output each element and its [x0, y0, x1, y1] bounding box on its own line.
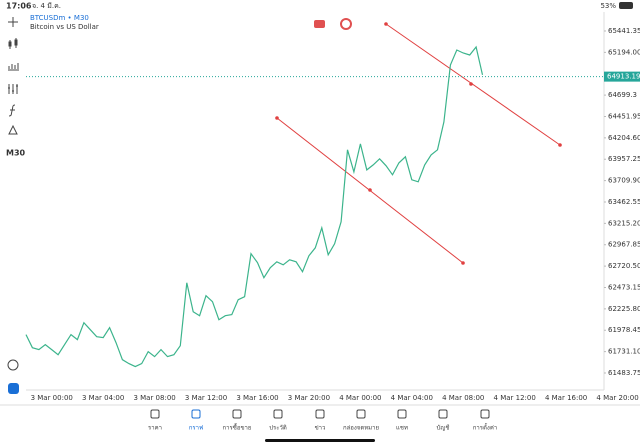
nav-item[interactable]: ข่าว: [315, 409, 326, 432]
x-tick-label: 4 Mar 08:00: [442, 394, 484, 402]
buy-button[interactable]: [340, 18, 352, 30]
y-tick-label: 65441.35: [608, 27, 640, 35]
y-tick-label: 61978.45: [608, 326, 640, 334]
symbol-description: Bitcoin vs US Dollar: [30, 23, 99, 31]
nav-item[interactable]: แชท: [396, 409, 408, 432]
crosshair-tool[interactable]: [8, 17, 18, 27]
y-tick-label: 63462.55: [608, 198, 640, 206]
y-tick-label: 65194.00: [608, 48, 640, 56]
left-toolbar: [7, 17, 19, 371]
y-tick-label: 63215.20: [608, 219, 640, 227]
x-tick-label: 4 Mar 16:00: [545, 394, 587, 402]
nav-label: ราคา: [148, 425, 162, 432]
y-tick-label: 61483.75: [608, 369, 640, 377]
battery-icon: [619, 2, 633, 9]
x-tick-label: 4 Mar 20:00: [596, 394, 638, 402]
nav-item[interactable]: การซื้อขาย: [223, 409, 252, 432]
y-tick-label: 62720.50: [608, 262, 640, 270]
x-tick-label: 3 Mar 12:00: [185, 394, 227, 402]
functions-tool[interactable]: [8, 104, 16, 117]
nav-label: ข่าว: [315, 425, 326, 432]
x-tick-label: 3 Mar 16:00: [236, 394, 278, 402]
symbol[interactable]: BTCUSDm • M30: [30, 14, 89, 22]
nav-item[interactable]: ประวัติ: [269, 409, 287, 432]
x-tick-label: 3 Mar 20:00: [288, 394, 330, 402]
indicators-tool[interactable]: [8, 84, 18, 94]
nav-item[interactable]: บัญชี: [437, 409, 450, 432]
current-price-label: 64913.19: [607, 73, 640, 81]
nav-icon: [273, 409, 283, 419]
nav-icon: [480, 409, 490, 419]
x-tick-label: 4 Mar 00:00: [339, 394, 381, 402]
nav-label: แชท: [396, 425, 408, 432]
candles-tool[interactable]: [8, 38, 18, 49]
nav-icon: [232, 409, 242, 419]
y-tick-label: 62967.85: [608, 241, 640, 249]
y-tick-label: 62473.15: [608, 283, 640, 291]
sell-button[interactable]: [314, 20, 325, 28]
y-tick-label: 64204.60: [608, 134, 640, 142]
nav-icon: [150, 409, 160, 419]
zoom-tool[interactable]: [7, 359, 19, 371]
battery-text: 53%: [600, 2, 616, 10]
x-tick-label: 3 Mar 04:00: [82, 394, 124, 402]
price-line-series: [25, 45, 484, 368]
nav-item[interactable]: การตั้งค่า: [473, 409, 497, 432]
y-tick-label: 63957.25: [608, 155, 640, 163]
y-tick-label: 64451.95: [608, 112, 640, 120]
y-tick-label: 63709.90: [608, 177, 640, 185]
trend-lines: [275, 22, 562, 265]
x-tick-label: 3 Mar 00:00: [31, 394, 73, 402]
timeframe[interactable]: M30: [6, 149, 26, 158]
x-tick-label: 4 Mar 04:00: [391, 394, 433, 402]
nav-icon: [438, 409, 448, 419]
nav-item[interactable]: กราฟ: [189, 409, 203, 432]
nav-label: กล่องจดหมาย: [343, 425, 379, 432]
current-price-box: [604, 71, 640, 82]
nav-label: บัญชี: [437, 424, 450, 432]
x-tick-label: 3 Mar 08:00: [133, 394, 175, 402]
app-icon[interactable]: [8, 383, 19, 394]
home-indicator: [265, 439, 375, 442]
y-tick-label: 64699.3: [608, 91, 637, 99]
y-tick-label: 61731.10: [608, 348, 640, 356]
trend-line: [385, 23, 561, 146]
nav-icon: [397, 409, 407, 419]
nav-icon: [191, 409, 201, 419]
objects-tool[interactable]: [8, 124, 18, 135]
nav-icon: [356, 409, 366, 419]
time: 17:06: [6, 2, 32, 11]
nav-label: กราฟ: [189, 425, 203, 432]
nav-item[interactable]: ราคา: [148, 409, 162, 432]
nav-label: การตั้งค่า: [473, 422, 497, 432]
bars-tool[interactable]: [8, 63, 19, 71]
nav-label: ประวัติ: [269, 425, 287, 432]
x-tick-label: 4 Mar 12:00: [494, 394, 536, 402]
nav-label: การซื้อขาย: [223, 422, 252, 432]
nav-item[interactable]: กล่องจดหมาย: [343, 409, 379, 432]
nav-icon: [315, 409, 325, 419]
date: จ. 4 มี.ค.: [32, 2, 61, 10]
y-tick-label: 62225.80: [608, 305, 640, 313]
